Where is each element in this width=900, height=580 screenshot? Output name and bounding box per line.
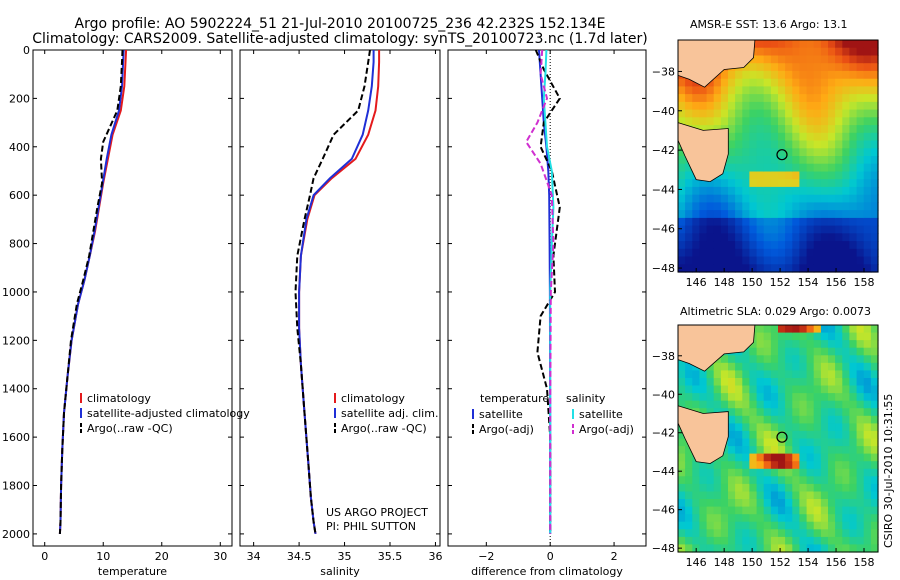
temp-legend-label: satellite-adjusted climatology <box>87 407 250 420</box>
sst-map-xtick-label: 146 <box>686 276 707 289</box>
sla-map-xtick-label: 154 <box>798 556 819 569</box>
sst-map-xtick-label: 158 <box>854 276 875 289</box>
depth-tick-label: 0 <box>23 44 30 57</box>
sla-map-xtick-label: 158 <box>854 556 875 569</box>
sal-series-satellite-adj-clim- <box>298 50 375 535</box>
sal-series-climatology <box>298 50 381 535</box>
sla-map: 146 148 150 152 154 156 158 −38 −40 −42 −44 −46 −48 <box>652 324 879 569</box>
temp-xtick-label: 30 <box>213 550 227 563</box>
diff-axes-frame <box>447 49 647 547</box>
temp-legend-label: Argo(..raw -QC) <box>87 422 173 435</box>
pi-annotation: PI: PHIL SUTTON <box>326 520 416 533</box>
sal-legend-label: satellite adj. clim. <box>341 407 438 420</box>
tasmania-landmass <box>677 122 729 183</box>
diff-xaxis-label: difference from climatology <box>471 565 623 578</box>
depth-tick-label: 200 <box>9 92 30 105</box>
temp-xtick-label: 10 <box>96 550 110 563</box>
sst-map: 146 148 150 152 154 156 158 −38 −40 −42 −44 −46 −48 <box>652 39 879 289</box>
temp-series-satellite-adjusted-climatology <box>58 49 125 534</box>
diff-xtick-label: 2 <box>611 550 618 563</box>
temp-xtick-label: 0 <box>41 550 48 563</box>
sst-map-title: AMSR-E SST: 13.6 Argo: 13.1 <box>690 18 848 31</box>
sal-xtick-label: 35 <box>338 550 352 563</box>
sla-map-ytick-label: −40 <box>652 388 675 401</box>
temp-series-argo-raw-qc- <box>58 49 124 534</box>
diff-xtick-label: 0 <box>547 550 554 563</box>
sal-panel: 34 34.5 35 35.5 36 salinity climatology satelli… <box>239 49 442 578</box>
sst-map-xtick-label: 152 <box>770 276 791 289</box>
diff-legend-label: satellite <box>479 408 523 421</box>
figure-title-line-2: Climatology: CARS2009. Satellite-adjuste… <box>32 31 648 47</box>
sla-map-title: Altimetric SLA: 0.029 Argo: 0.0073 <box>680 305 872 318</box>
sal-xtick-label: 35.5 <box>378 550 403 563</box>
sla-map-xtick-label: 156 <box>826 556 847 569</box>
sal-axes-frame <box>239 49 441 547</box>
temp-panel: 0 200 400 600 800 1000 1200 1400 1600 1800 2000 0 10… <box>2 44 250 578</box>
diff-panel: −2 0 2 difference from climatology temperatu… <box>447 49 647 578</box>
sla-map-ytick-label: −46 <box>652 504 675 517</box>
temp-xtick-label: 20 <box>155 550 169 563</box>
sst-map-xtick-label: 148 <box>714 276 735 289</box>
sst-map-ytick-label: −42 <box>652 144 675 157</box>
temp-axes-frame <box>32 49 233 547</box>
diff-series-salinity-satellite <box>542 49 555 534</box>
depth-tick-label: 1600 <box>2 431 30 444</box>
figure-title-line-1: Argo profile: AO 5902224_51 21-Jul-2010 … <box>74 16 606 32</box>
tasmania-landmass <box>677 405 729 464</box>
sla-map-ytick-label: −44 <box>652 465 675 478</box>
mainland-landmass <box>677 39 756 88</box>
sst-map-ytick-label: −44 <box>652 183 675 196</box>
sal-xtick-label: 36 <box>428 550 442 563</box>
project-annotation: US ARGO PROJECT <box>326 506 428 519</box>
sst-map-xtick-label: 150 <box>742 276 763 289</box>
sal-xtick-label: 34 <box>247 550 261 563</box>
sst-map-xtick-label: 154 <box>798 276 819 289</box>
diff-legend-label: Argo(-adj) <box>479 423 534 436</box>
mainland-landmass <box>677 324 756 372</box>
depth-tick-label: 800 <box>9 238 30 251</box>
sst-map-frame <box>677 39 879 273</box>
depth-tick-label: 400 <box>9 141 30 154</box>
sst-map-xtick-label: 156 <box>826 276 847 289</box>
sal-series-argo-raw-qc- <box>294 49 371 535</box>
diff-series-salinity-argo-adj- <box>525 49 555 534</box>
sal-xtick-label: 34.5 <box>287 550 312 563</box>
argo-location-marker <box>776 431 788 443</box>
sla-map-ytick-label: −48 <box>652 542 675 555</box>
diff-legend-header-temperature: temperature <box>480 392 549 405</box>
depth-tick-label: 1400 <box>2 383 30 396</box>
depth-tick-label: 1000 <box>2 286 30 299</box>
sal-legend-label: climatology <box>341 392 405 405</box>
temp-legend-label: climatology <box>87 392 151 405</box>
diff-legend-label: Argo(-adj) <box>579 423 634 436</box>
depth-tick-label: 2000 <box>2 528 30 541</box>
sla-map-frame <box>677 324 879 553</box>
sal-legend-label: Argo(..raw -QC) <box>341 422 427 435</box>
diff-legend-header-salinity: salinity <box>566 392 606 405</box>
sst-map-ytick-label: −38 <box>652 65 675 78</box>
sla-map-xtick-label: 146 <box>686 556 707 569</box>
diff-xtick-label: −2 <box>478 550 494 563</box>
temp-xaxis-label: temperature <box>98 565 167 578</box>
sla-map-ytick-label: −42 <box>652 427 675 440</box>
argo-location-marker <box>776 149 788 161</box>
sst-map-ytick-label: −40 <box>652 105 675 118</box>
diff-legend-label: satellite <box>579 408 623 421</box>
diff-series-temperature-argo-adj- <box>534 49 561 534</box>
sal-xaxis-label: salinity <box>320 565 360 578</box>
sla-map-xtick-label: 152 <box>770 556 791 569</box>
sst-map-ytick-label: −46 <box>652 223 675 236</box>
depth-tick-label: 1800 <box>2 480 30 493</box>
sst-map-ytick-label: −48 <box>652 262 675 275</box>
sla-map-xtick-label: 150 <box>742 556 763 569</box>
depth-tick-label: 1200 <box>2 334 30 347</box>
sla-map-xtick-label: 148 <box>714 556 735 569</box>
depth-tick-label: 600 <box>9 189 30 202</box>
sla-map-ytick-label: −38 <box>652 350 675 363</box>
